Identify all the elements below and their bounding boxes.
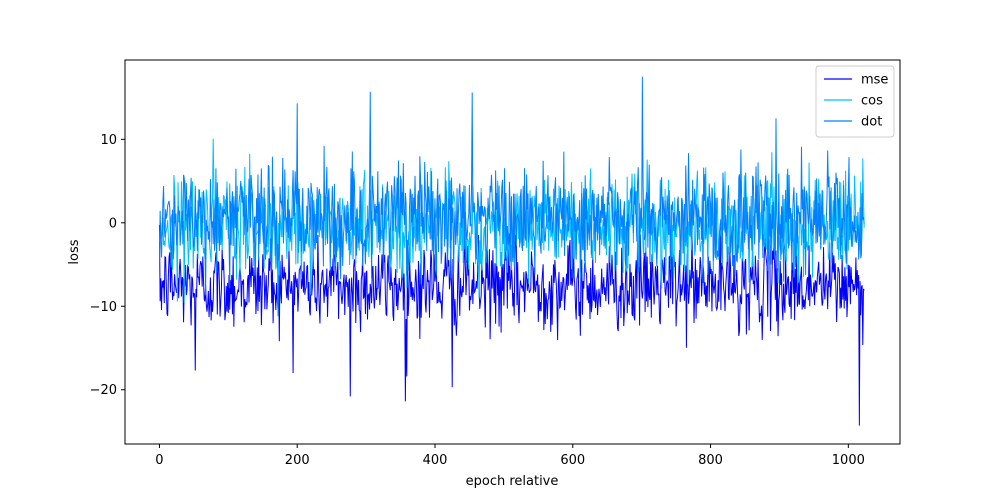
x-tick-label: 400	[423, 453, 448, 468]
legend-label-dot: dot	[861, 115, 882, 130]
series-lines	[158, 76, 865, 426]
x-axis-label: epoch relative	[466, 474, 559, 489]
legend-label-cos: cos	[861, 94, 883, 109]
x-tick-label: 200	[285, 453, 310, 468]
x-tick-label: 1000	[832, 453, 865, 468]
y-tick-label: −10	[90, 300, 117, 315]
x-tick-label: 600	[560, 453, 585, 468]
y-tick-label: 0	[109, 216, 117, 231]
legend-box	[815, 65, 895, 138]
axes-frame	[124, 59, 901, 445]
y-tick-label: −20	[90, 383, 117, 398]
y-tick-label: 10	[100, 133, 117, 148]
x-tick-label: 0	[155, 453, 163, 468]
x-axis-ticks: 0 200 400 600 800 1000	[155, 444, 865, 468]
legend-label-mse: mse	[861, 73, 888, 88]
y-axis-label: loss	[67, 239, 82, 264]
y-axis-ticks: −20 −10 0 10	[90, 133, 125, 398]
legend: mse cos dot	[815, 65, 895, 138]
x-tick-label: 800	[698, 453, 723, 468]
series-line-dot	[158, 76, 865, 296]
series-line-mse	[158, 224, 865, 426]
